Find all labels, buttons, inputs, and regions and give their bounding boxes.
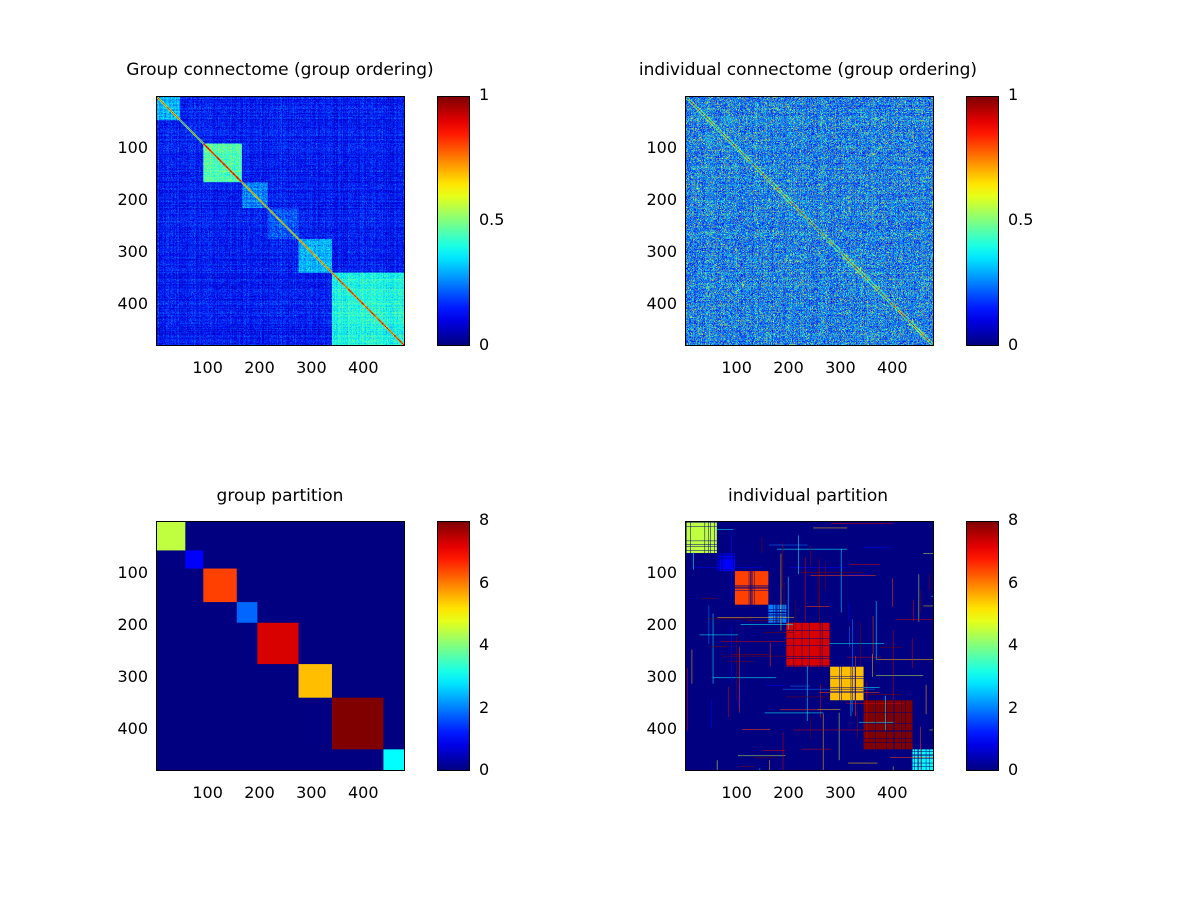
x-tick-label: 400 — [876, 358, 908, 377]
colorbar-tick-label: 0 — [479, 760, 490, 779]
y-tick-label: 100 — [117, 562, 148, 582]
x-tick-label: 300 — [296, 358, 327, 377]
colorbar-3 — [437, 521, 470, 771]
colorbar-tick-label: 2 — [1008, 697, 1019, 717]
x-tick-label: 100 — [192, 783, 223, 802]
y-tick-label: 300 — [646, 666, 677, 686]
x-tick-label: 300 — [296, 783, 327, 802]
y-tick-label: 100 — [646, 562, 677, 582]
colorbar-tick-label: 4 — [1008, 635, 1019, 654]
y-tick-label: 100 — [117, 137, 148, 157]
heatmap-cells — [686, 97, 933, 345]
heatmap-3 — [156, 521, 405, 771]
x-tick-label: 300 — [825, 358, 856, 377]
heatmap-4 — [685, 521, 934, 771]
colorbar-tick-label: 2 — [479, 697, 490, 717]
heatmap-cells — [157, 522, 404, 770]
heatmap-2 — [685, 96, 934, 346]
panel-title: group partition — [216, 486, 344, 506]
y-tick-label: 200 — [117, 614, 148, 634]
x-tick-label: 200 — [773, 783, 804, 802]
y-tick-label: 400 — [646, 294, 677, 314]
x-tick-label: 300 — [825, 783, 856, 802]
panel-title: individual connectome (group ordering) — [638, 60, 978, 80]
heatmap-cells — [157, 97, 404, 345]
colorbar-tick-label: 4 — [479, 635, 490, 654]
colorbar-1 — [437, 96, 470, 346]
colorbar-tick-label: 0 — [479, 335, 490, 354]
y-tick-label: 400 — [646, 719, 677, 739]
x-tick-label: 400 — [347, 783, 379, 802]
x-tick-label: 400 — [876, 783, 908, 802]
colorbar-tick-label: 0.5 — [479, 210, 505, 229]
panel-title: individual partition — [727, 486, 889, 506]
y-tick-label: 100 — [646, 137, 677, 157]
panel-title: Group connectome (group ordering) — [126, 60, 434, 80]
colorbar-tick-label: 6 — [1008, 572, 1019, 592]
x-tick-label: 100 — [721, 358, 752, 377]
colorbar-2 — [966, 96, 999, 346]
heatmap-cells — [686, 522, 933, 770]
colorbar-tick-label: 6 — [479, 572, 490, 592]
y-tick-label: 300 — [646, 241, 677, 261]
colorbar-tick-label: 0 — [1008, 760, 1019, 779]
x-tick-label: 200 — [244, 358, 275, 377]
x-tick-label: 100 — [192, 358, 223, 377]
x-tick-label: 200 — [773, 358, 804, 377]
x-tick-label: 200 — [244, 783, 275, 802]
colorbar-tick-label: 8 — [479, 510, 490, 529]
colorbar-tick-label: 0.5 — [1008, 210, 1034, 229]
colorbar-4 — [966, 521, 999, 771]
x-tick-label: 100 — [721, 783, 752, 802]
y-tick-label: 200 — [646, 189, 677, 209]
y-tick-label: 200 — [646, 614, 677, 634]
y-tick-label: 400 — [117, 719, 148, 739]
colorbar-tick-label: 8 — [1008, 510, 1019, 529]
colorbar-tick-label: 1 — [479, 85, 490, 104]
x-tick-label: 400 — [347, 358, 379, 377]
y-tick-label: 200 — [117, 189, 148, 209]
y-tick-label: 300 — [117, 241, 148, 261]
y-tick-label: 400 — [117, 294, 148, 314]
colorbar-tick-label: 0 — [1008, 335, 1019, 354]
heatmap-1 — [156, 96, 405, 346]
y-tick-label: 300 — [117, 666, 148, 686]
colorbar-tick-label: 1 — [1008, 85, 1019, 104]
